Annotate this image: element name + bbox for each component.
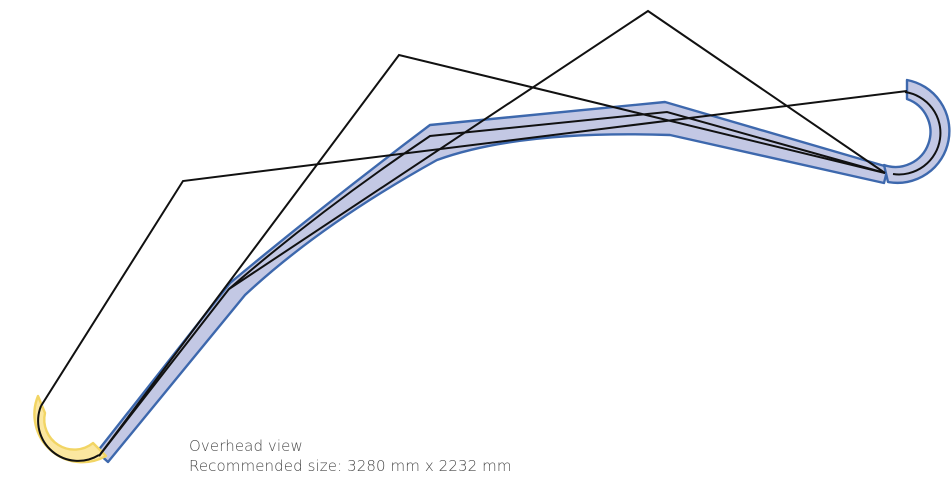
route-polyline xyxy=(40,90,908,407)
diagram-caption: Overhead view Recommended size: 3280 mm … xyxy=(189,436,512,476)
left-start-loop xyxy=(33,394,108,464)
route-polyline-3 xyxy=(228,9,886,290)
right-loop-inner-line xyxy=(892,91,942,176)
track-centerline xyxy=(98,110,886,457)
route-polyline-2 xyxy=(98,53,886,457)
left-loop-inner-line xyxy=(37,405,100,462)
size-label: Recommended size: 3280 mm x 2232 mm xyxy=(189,457,512,475)
track-ribbon xyxy=(95,100,890,464)
view-label: Overhead view xyxy=(189,437,303,455)
